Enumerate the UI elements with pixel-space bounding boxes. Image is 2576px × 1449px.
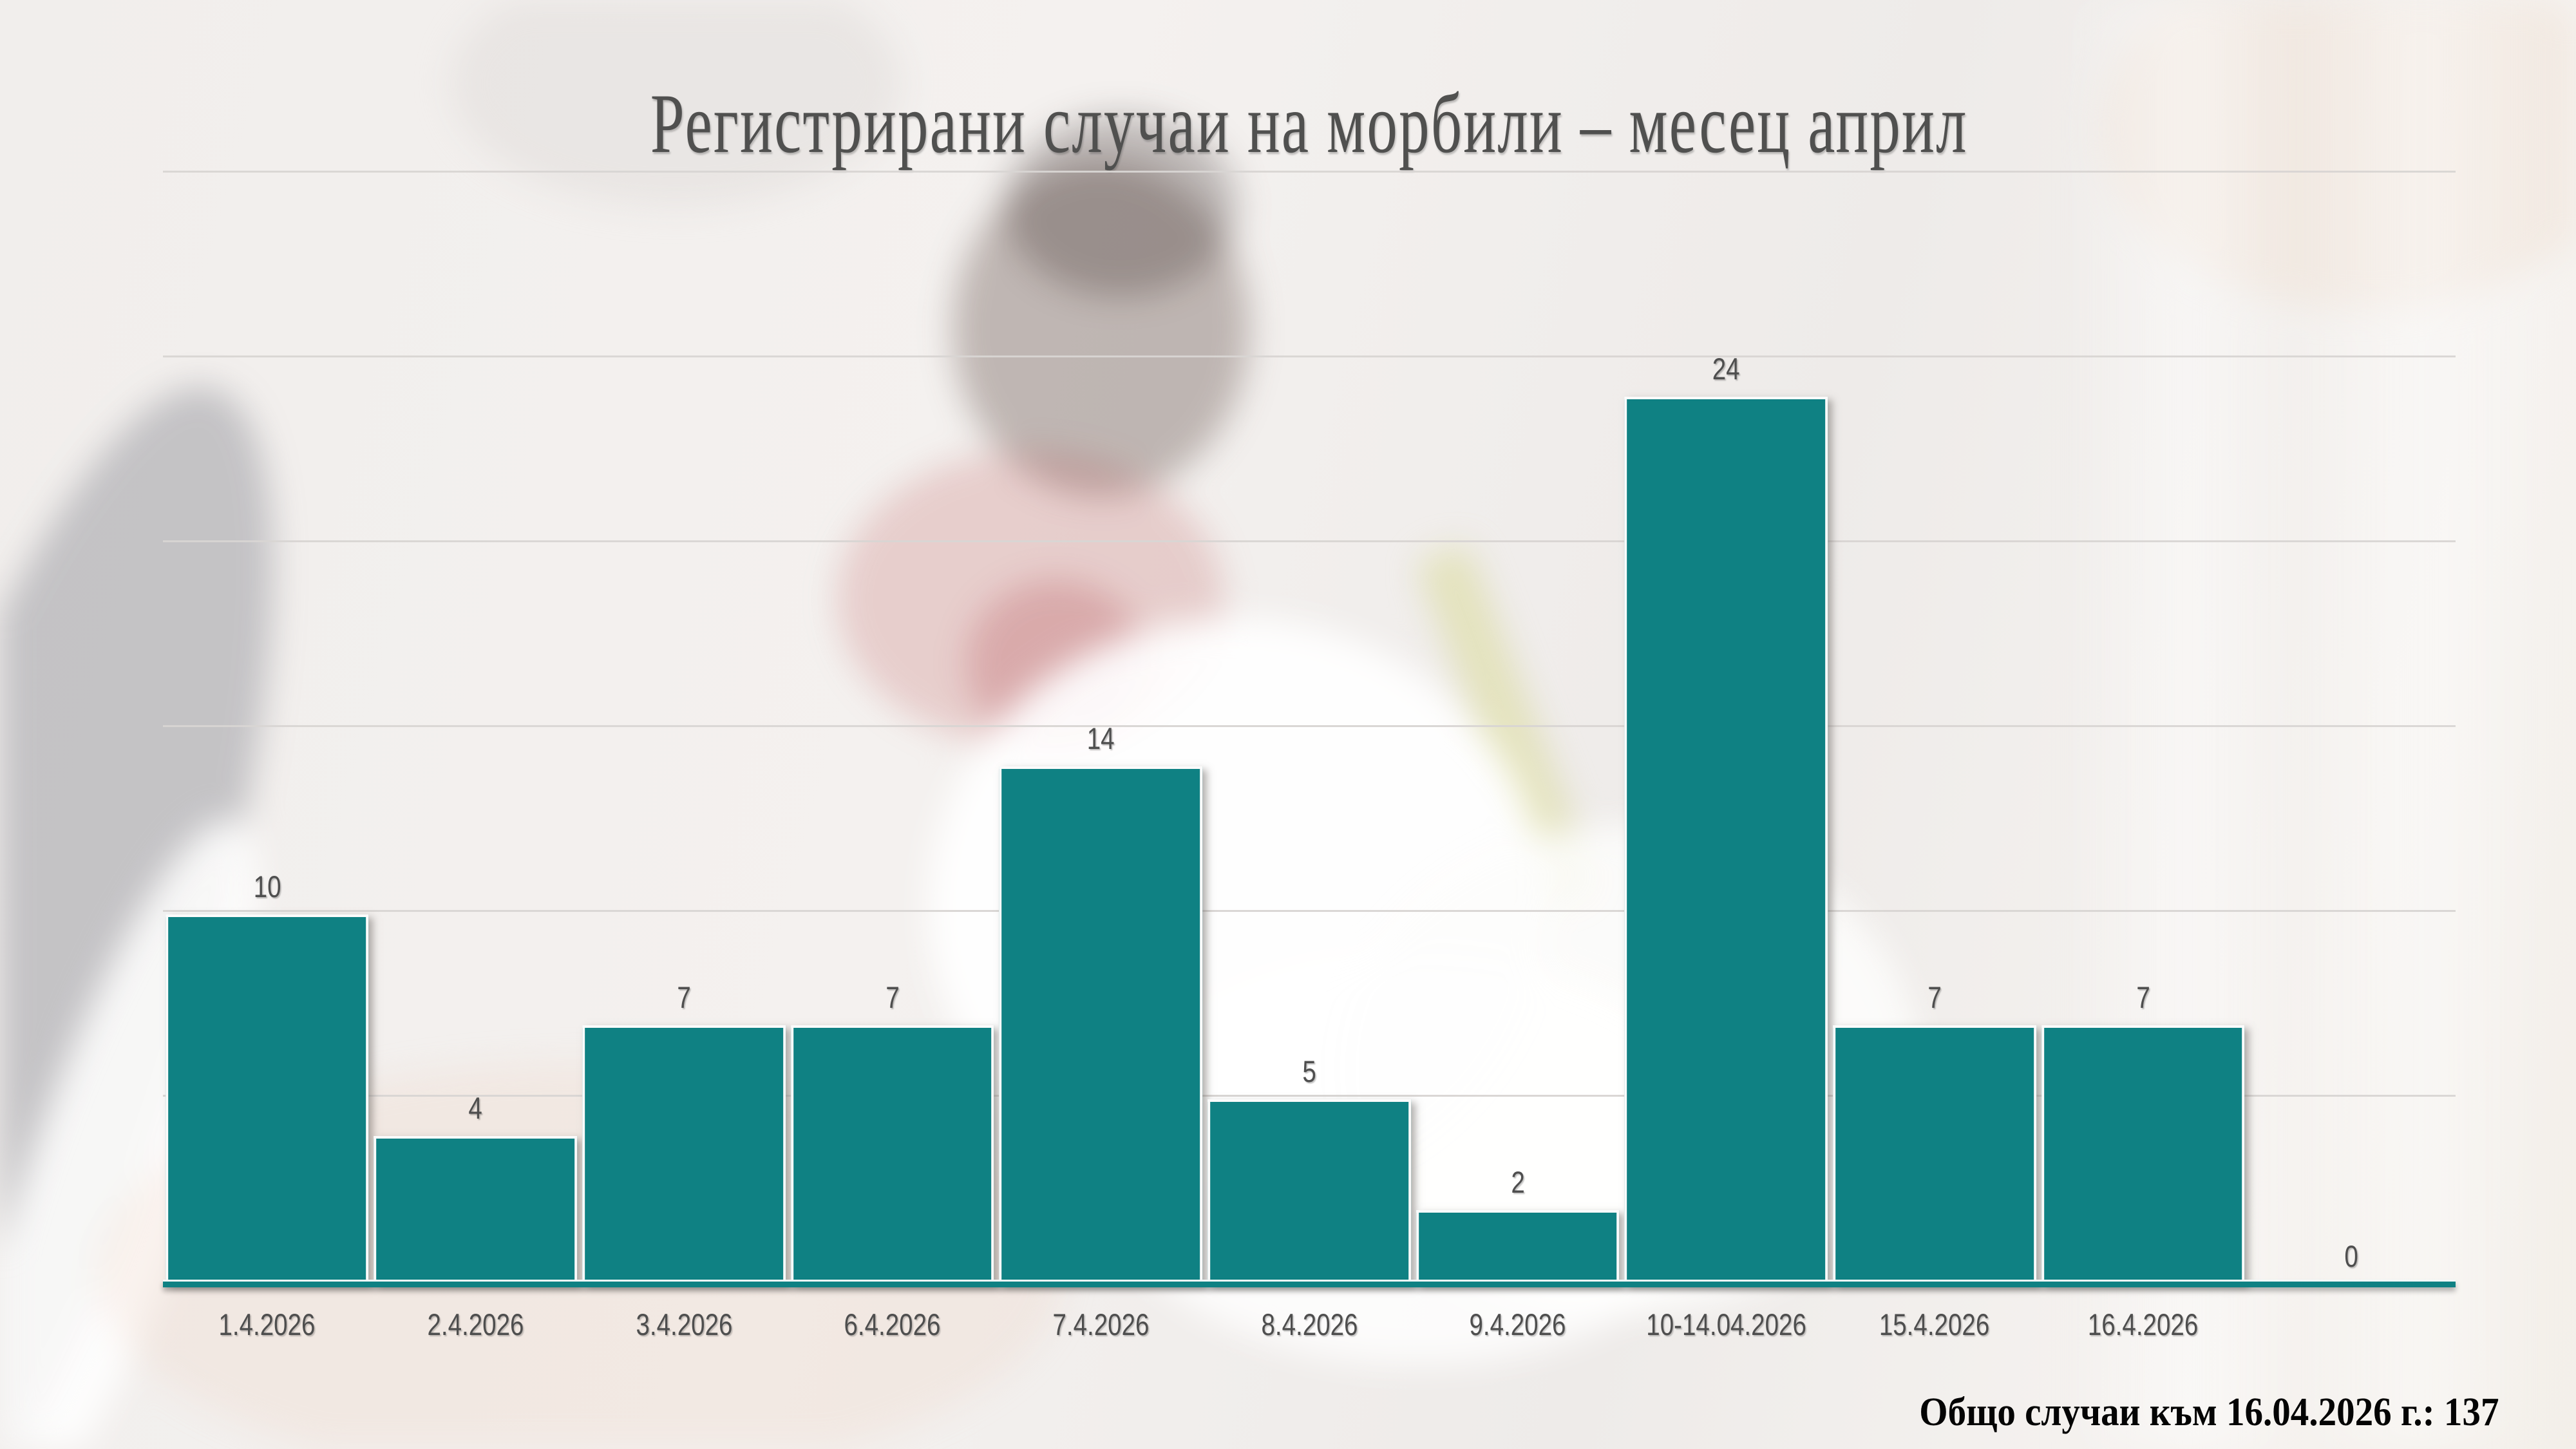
x-tick-text: 9.4.2026 <box>1469 1307 1566 1341</box>
x-tick-label: 9.4.2026 <box>1414 1307 1622 1342</box>
x-axis-line <box>163 1280 2456 1287</box>
bar-slot: 14 <box>997 173 1206 1284</box>
bar <box>374 1136 578 1284</box>
x-tick-label: 6.4.2026 <box>788 1307 997 1342</box>
bar-slot: 7 <box>1830 173 2039 1284</box>
plot-area: 10 4 7 7 14 5 2 24 7 7 0 <box>163 171 2456 1287</box>
bar-slot: 4 <box>372 173 580 1284</box>
bar-slot: 5 <box>1205 173 1414 1284</box>
x-tick-text: 1.4.2026 <box>218 1307 316 1341</box>
bar-slot: 7 <box>2039 173 2248 1284</box>
gridline-30 <box>163 171 2456 173</box>
bar-value-label: 2 <box>1414 1167 1622 1197</box>
bar-value-label: 7 <box>788 982 997 1012</box>
x-tick-label <box>2247 1307 2456 1342</box>
bar-value-label: 7 <box>1830 982 2039 1012</box>
x-tick-text: 6.4.2026 <box>844 1307 941 1341</box>
x-tick-label: 10-14.04.2026 <box>1622 1307 1830 1342</box>
bar <box>999 766 1203 1284</box>
x-tick-label: 2.4.2026 <box>372 1307 580 1342</box>
bar-value-text: 7 <box>2136 980 2150 1015</box>
bar <box>1416 1210 1620 1284</box>
x-tick-label: 8.4.2026 <box>1205 1307 1414 1342</box>
bar <box>1208 1099 1411 1284</box>
gridline-20 <box>163 540 2456 543</box>
bar-value-text: 7 <box>677 980 691 1015</box>
bar <box>1833 1025 2036 1284</box>
bar-value-text: 2 <box>1510 1165 1525 1200</box>
bar-value-label: 24 <box>1622 354 1830 384</box>
bg-blob-child-hair <box>1005 116 1236 296</box>
bar-value-text: 7 <box>1927 980 1942 1015</box>
bar-value-label: 4 <box>372 1093 580 1123</box>
bar-slot: 0 <box>2247 173 2456 1282</box>
bar <box>165 914 369 1284</box>
x-tick-label: 3.4.2026 <box>580 1307 788 1342</box>
gridline-25 <box>163 355 2456 357</box>
bar-value-label: 7 <box>2039 982 2248 1012</box>
x-tick-text: 7.4.2026 <box>1052 1307 1150 1341</box>
x-axis-labels: 1.4.2026 2.4.2026 3.4.2026 6.4.2026 7.4.2026… <box>163 1307 2456 1342</box>
bar-value-label: 7 <box>580 982 788 1012</box>
bar-value-text: 4 <box>468 1091 483 1126</box>
bar-value-text: 14 <box>1086 721 1115 756</box>
x-tick-text: 10-14.04.2026 <box>1646 1307 1806 1341</box>
gridline-10 <box>163 910 2456 913</box>
bar-value-text: 10 <box>253 869 281 904</box>
bar-value-label: 5 <box>1205 1056 1414 1086</box>
x-tick-label: 16.4.2026 <box>2039 1307 2248 1342</box>
bar-slot: 24 <box>1622 173 1830 1284</box>
bar-slot: 7 <box>580 173 788 1284</box>
bar <box>582 1025 786 1284</box>
bar-value-text: 5 <box>1302 1054 1316 1089</box>
bar-value-text: 7 <box>886 980 900 1015</box>
x-tick-label: 1.4.2026 <box>163 1307 372 1342</box>
bg-blob-warm-topright <box>2099 0 2576 309</box>
bar <box>2041 1025 2245 1284</box>
total-cases-note: Общо случаи към 16.04.2026 г.: 137 <box>1869 1390 2499 1435</box>
x-tick-text: 16.4.2026 <box>2087 1307 2199 1341</box>
x-tick-text: 3.4.2026 <box>636 1307 733 1341</box>
x-tick-label: 15.4.2026 <box>1830 1307 2039 1342</box>
chart-title: Регистрирани случаи на морбили – месец а… <box>163 76 2456 171</box>
bar-value-text: 0 <box>2344 1239 2358 1273</box>
chart-title-text: Регистрирани случаи на морбили – месец а… <box>650 76 1968 171</box>
x-tick-text: 8.4.2026 <box>1261 1307 1358 1341</box>
bar-value-label: 10 <box>163 871 372 902</box>
bar-slot: 10 <box>163 173 372 1284</box>
bar-slot: 2 <box>1414 173 1622 1284</box>
bar-value-text: 24 <box>1712 352 1740 386</box>
bar <box>1624 397 1828 1284</box>
gridline-15 <box>163 725 2456 727</box>
bar-value-label: 0 <box>2247 1241 2456 1271</box>
gridline-5 <box>163 1095 2456 1097</box>
bar <box>790 1025 994 1284</box>
total-cases-text: Общо случаи към 16.04.2026 г.: 137 <box>1918 1390 2499 1434</box>
x-tick-label: 7.4.2026 <box>997 1307 1206 1342</box>
bar-series: 10 4 7 7 14 5 2 24 7 7 0 <box>163 173 2456 1284</box>
bar-slot: 7 <box>788 173 997 1284</box>
x-tick-text: 15.4.2026 <box>1879 1307 1990 1341</box>
bg-blob-child-head <box>953 161 1249 496</box>
bar-value-label: 14 <box>997 723 1206 753</box>
x-tick-text: 2.4.2026 <box>427 1307 524 1341</box>
